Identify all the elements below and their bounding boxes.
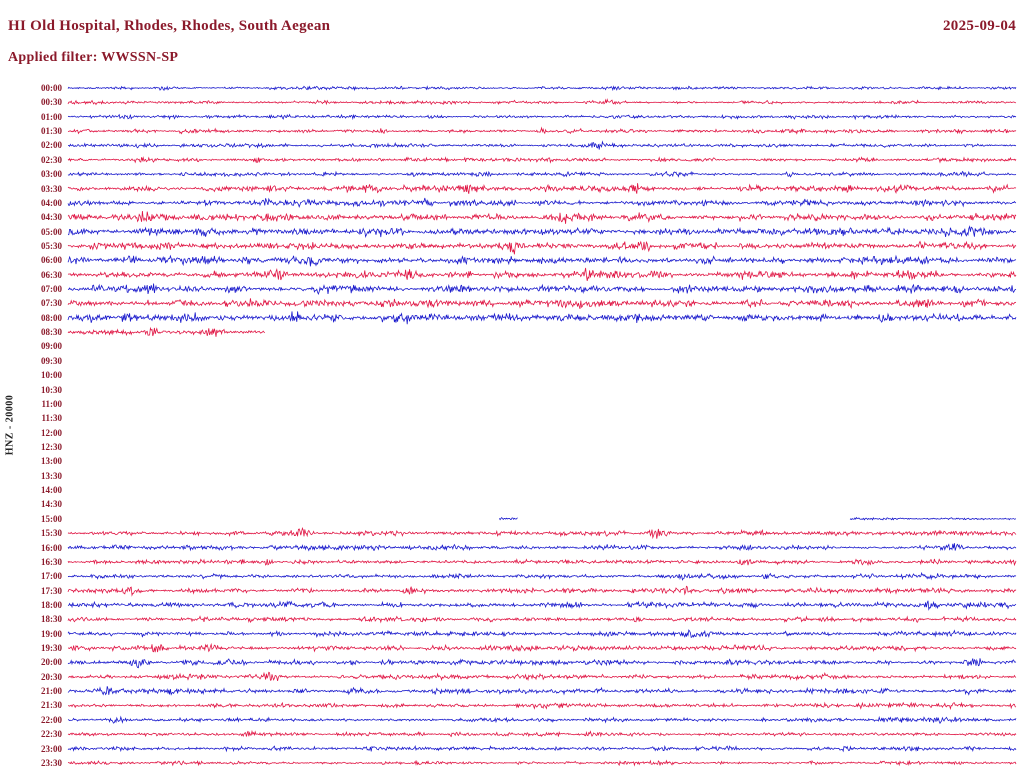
time-label-09:00: 09:00 [41,341,62,352]
time-label-11:30: 11:30 [41,413,62,424]
time-label-23:30: 23:30 [41,757,62,768]
time-label-06:30: 06:30 [41,269,62,280]
time-label-10:30: 10:30 [41,384,62,395]
trace-row-07:00 [67,283,1017,296]
trace-row-23:00 [67,744,1017,753]
time-label-07:00: 07:00 [41,284,62,295]
time-label-18:30: 18:30 [41,614,62,625]
time-label-14:30: 14:30 [41,499,62,510]
trace-row-22:30 [67,729,1017,738]
time-label-22:00: 22:00 [41,714,62,725]
time-label-11:00: 11:00 [41,398,62,409]
time-label-01:30: 01:30 [41,126,62,137]
time-label-02:00: 02:00 [41,140,62,151]
trace-row-03:30 [67,183,1017,194]
time-label-09:30: 09:30 [41,355,62,366]
trace-row-15:00 [498,516,518,521]
trace-row-05:30 [67,240,1017,255]
time-label-05:00: 05:00 [41,226,62,237]
trace-row-08:00 [67,311,1017,325]
time-label-08:00: 08:00 [41,312,62,323]
time-label-00:00: 00:00 [41,83,62,93]
trace-row-16:30 [67,558,1017,567]
trace-row-17:00 [67,571,1017,581]
trace-row-16:00 [67,543,1017,552]
trace-row-02:30 [67,156,1017,164]
time-label-17:30: 17:30 [41,585,62,596]
time-label-07:30: 07:30 [41,298,62,309]
time-label-20:30: 20:30 [41,671,62,682]
time-label-23:00: 23:00 [41,743,62,754]
time-label-05:30: 05:30 [41,240,62,251]
trace-row-05:00 [67,225,1017,238]
station-title: HI Old Hospital, Rhodes, Rhodes, South A… [8,18,331,34]
trace-row-08:30 [67,326,266,337]
time-label-19:30: 19:30 [41,643,62,654]
time-label-12:30: 12:30 [41,442,62,452]
time-label-04:00: 04:00 [41,197,62,208]
time-label-16:30: 16:30 [41,556,62,567]
date-label: 2025-09-04 [943,18,1016,34]
trace-row-18:00 [67,600,1017,611]
trace-row-04:30 [67,210,1017,224]
trace-row-19:30 [67,642,1017,653]
time-label-16:00: 16:00 [41,542,62,553]
trace-row-06:00 [67,254,1017,267]
trace-row-20:30 [67,671,1017,682]
trace-row-07:30 [67,298,1017,310]
time-label-13:00: 13:00 [41,456,62,467]
time-label-21:00: 21:00 [41,686,62,697]
time-label-column: 00:00 00:30 01:00 01:30 02:00 02:30 03:00 03:30… [0,0,64,780]
trace-row-22:00 [67,715,1017,725]
trace-row-01:30 [67,126,1017,135]
applied-filter-label: Applied filter: WWSSN-SP [8,50,179,65]
time-label-18:00: 18:00 [41,599,62,610]
time-label-08:30: 08:30 [41,327,62,338]
time-label-01:00: 01:00 [41,111,62,122]
trace-row-04:00 [67,197,1017,209]
trace-row-21:30 [67,701,1017,711]
time-label-03:30: 03:30 [41,183,62,194]
time-label-21:30: 21:30 [41,700,62,711]
trace-row-17:30 [67,585,1017,597]
time-label-22:30: 22:30 [41,729,62,740]
time-label-06:00: 06:00 [41,255,62,266]
trace-row-19:00 [67,629,1017,639]
trace-row-15:30 [67,526,1017,540]
time-label-13:30: 13:30 [41,470,62,481]
trace-row-03:00 [67,170,1017,178]
trace-row-21:00 [67,686,1017,696]
trace-row-00:00 [67,85,1017,92]
trace-row-00:30 [67,98,1017,106]
time-label-10:00: 10:00 [41,370,62,381]
trace-row-01:00 [67,113,1017,121]
trace-row-23:30 [67,759,1017,767]
header: HI Old Hospital, Rhodes, Rhodes, South A… [8,18,1016,38]
trace-row-18:30 [67,615,1017,624]
time-label-20:00: 20:00 [41,657,62,668]
time-label-15:30: 15:30 [41,528,62,539]
trace-row-20:00 [67,658,1017,669]
trace-row-02:00 [67,140,1017,150]
time-label-03:00: 03:00 [41,169,62,180]
trace-row-15:00 [849,516,1016,521]
time-label-02:30: 02:30 [41,154,62,165]
time-label-00:30: 00:30 [41,97,62,108]
time-label-14:00: 14:00 [41,485,62,496]
time-label-17:00: 17:00 [41,571,62,582]
time-label-15:00: 15:00 [41,513,62,524]
trace-row-06:30 [67,267,1017,282]
time-label-12:00: 12:00 [41,427,62,438]
time-label-04:30: 04:30 [41,212,62,223]
time-label-19:00: 19:00 [41,628,62,639]
